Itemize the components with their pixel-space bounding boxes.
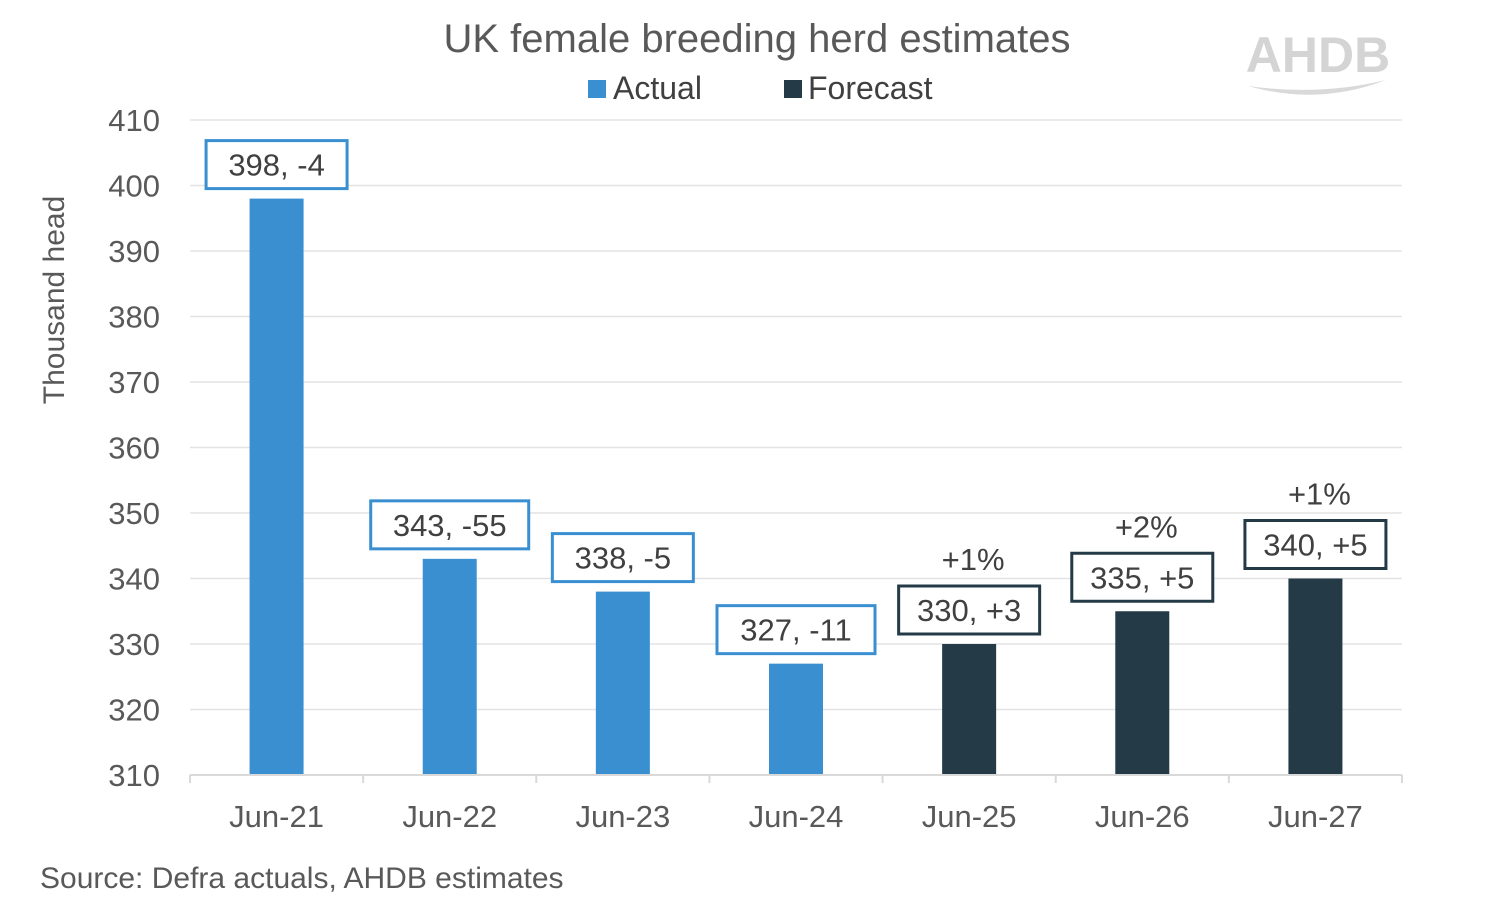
legend: Actual Forecast — [588, 70, 933, 106]
data-label-box — [204, 139, 349, 191]
gridlines — [190, 119, 1402, 711]
y-axis-label: Thousand head — [38, 196, 71, 405]
y-axis-ticks: 310 320 330 340 350 360 370 380 390 400 410 — [108, 103, 160, 793]
bar — [942, 644, 997, 775]
y-tick-label: 320 — [108, 693, 160, 728]
bar — [1288, 578, 1343, 775]
bar — [422, 558, 477, 775]
data-label-box — [369, 499, 531, 551]
y-tick-label: 410 — [108, 103, 160, 138]
y-tick-label: 350 — [108, 496, 160, 531]
y-tick-label: 360 — [108, 431, 160, 466]
chart-title: UK female breeding herd estimates — [444, 17, 1071, 61]
x-tick-label: Jun-22 — [402, 799, 497, 834]
x-axis: Jun-21 Jun-22 Jun-23 Jun-24 Jun-25 Jun-26 Jun-… — [189, 774, 1403, 834]
x-tick-label: Jun-21 — [229, 799, 324, 834]
y-tick-label: 340 — [108, 562, 160, 597]
x-tick-label: Jun-23 — [575, 799, 670, 834]
x-tick-label: Jun-26 — [1095, 799, 1190, 834]
percent-change-label: +1% — [942, 542, 1005, 577]
bar — [595, 591, 650, 775]
percent-change-label: +2% — [1115, 509, 1178, 544]
legend-swatch-actual — [588, 80, 606, 98]
y-tick-label: 330 — [108, 627, 160, 662]
x-tick-label: Jun-27 — [1268, 799, 1363, 834]
y-tick-label: 400 — [108, 169, 160, 204]
data-label-box — [897, 584, 1042, 636]
x-tick-label: Jun-25 — [922, 799, 1017, 834]
data-label-box — [550, 532, 695, 584]
data-label: 338, -5 — [575, 541, 672, 576]
x-tick-label: Jun-24 — [749, 799, 844, 834]
bar — [769, 663, 823, 775]
ahdb-logo-text: AHDB — [1246, 27, 1390, 83]
legend-label-forecast: Forecast — [808, 70, 933, 106]
data-label: 327, -11 — [740, 613, 851, 648]
bar — [1115, 611, 1170, 775]
legend-label-actual: Actual — [613, 70, 702, 106]
data-label: 335, +5 — [1090, 560, 1194, 595]
legend-swatch-forecast — [784, 80, 802, 98]
data-label-box — [1070, 551, 1215, 603]
y-tick-label: 370 — [108, 365, 160, 400]
y-tick-label: 390 — [108, 234, 160, 269]
data-label: 340, +5 — [1263, 528, 1367, 563]
data-label: 343, -55 — [393, 508, 507, 543]
data-label: 330, +3 — [917, 593, 1021, 628]
logo: AHDB — [1246, 27, 1390, 95]
bar — [249, 198, 304, 776]
bars — [249, 198, 1343, 776]
y-tick-label: 310 — [108, 758, 160, 793]
data-label: 398, -4 — [228, 148, 325, 183]
data-labels: 398, -4 343, -55 338, -5 327, -11 330, +3 +1%… — [204, 139, 1388, 656]
y-tick-label: 380 — [108, 300, 160, 335]
percent-change-label: +1% — [1288, 477, 1351, 512]
source-note: Source: Defra actuals, AHDB estimates — [40, 862, 564, 895]
logo-swoosh — [1248, 80, 1386, 95]
data-label-box — [715, 604, 877, 656]
data-label-box — [1243, 519, 1388, 570]
